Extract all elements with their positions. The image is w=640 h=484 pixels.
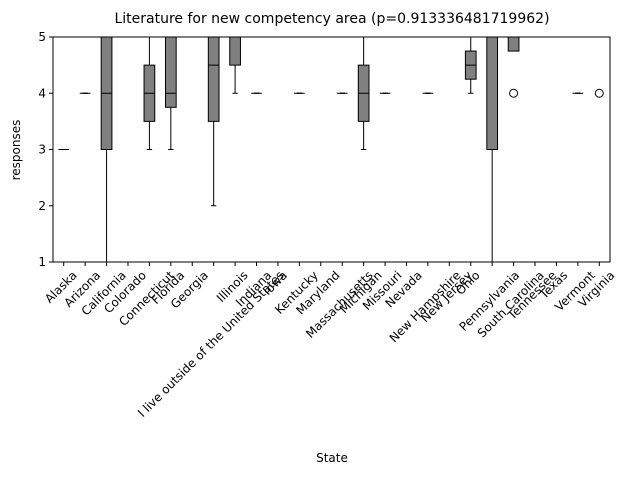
- outlier: [509, 88, 519, 98]
- box: [164, 36, 177, 108]
- plot-frame: [52, 36, 611, 263]
- chart-title: Literature for new competency area (p=0.…: [114, 11, 549, 27]
- y-tick-label: 1: [38, 255, 46, 269]
- y-tick-label: 3: [38, 143, 46, 157]
- box: [229, 36, 241, 66]
- y-tick-label: 4: [38, 86, 46, 100]
- outlier: [594, 88, 604, 98]
- y-tick-label: 5: [38, 30, 46, 44]
- y-axis-label: responses: [9, 120, 23, 181]
- box: [507, 36, 520, 52]
- box: [207, 36, 220, 122]
- y-tick-label: 2: [38, 199, 46, 213]
- box: [486, 36, 499, 150]
- x-axis-label: State: [316, 451, 348, 465]
